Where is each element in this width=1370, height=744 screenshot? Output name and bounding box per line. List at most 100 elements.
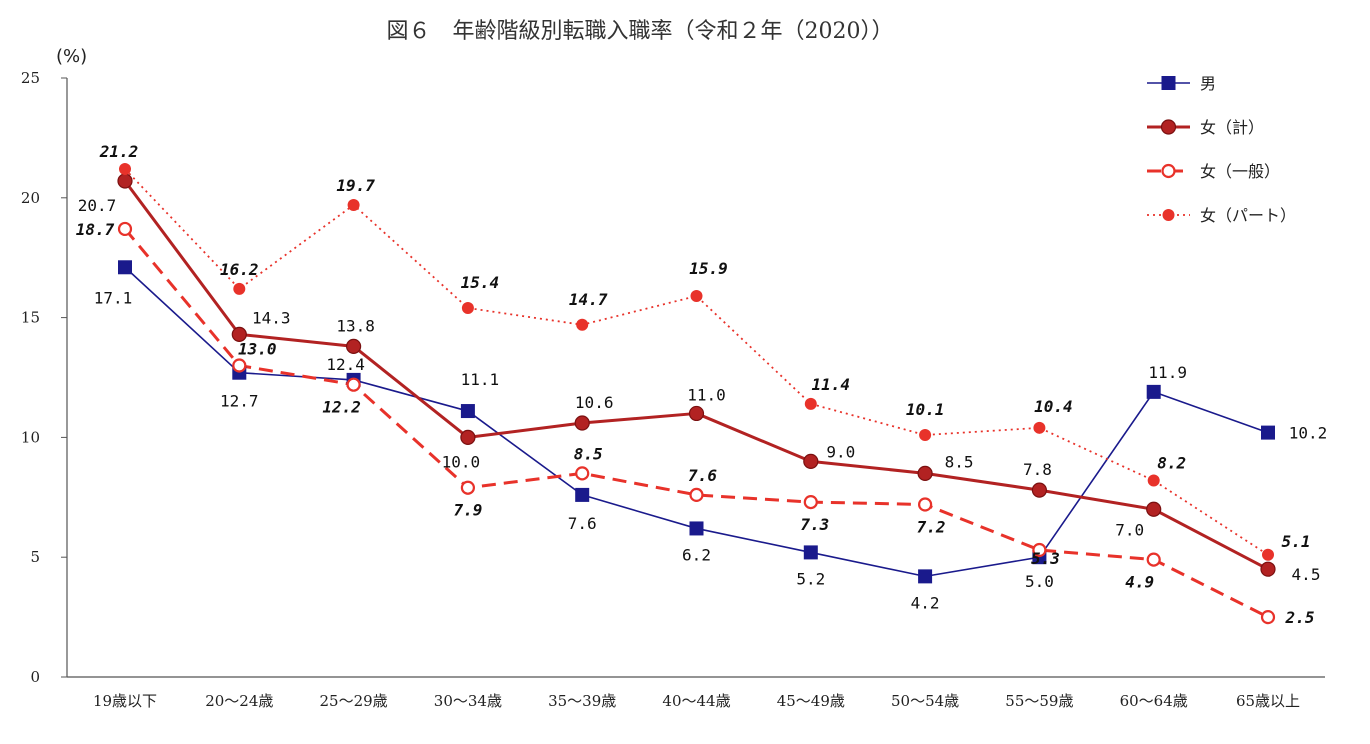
x-axis-ticks: 19歳以下 20～24歳 25～29歳 30～34歳 35～39歳 40～44歳 45～49…	[93, 692, 1300, 710]
x-tick-label: 45～49歳	[777, 692, 845, 710]
data-point-female-total	[917, 465, 933, 481]
data-label-female-part-time: 11.4	[812, 375, 851, 394]
y-axis-unit-label: (%)	[56, 46, 87, 67]
data-label-female-total: 7.8	[1023, 460, 1052, 479]
data-point-male	[118, 260, 132, 275]
axes	[66, 78, 1325, 678]
data-label-female-part-time: 15.9	[689, 259, 728, 278]
data-label-female-total: 9.0	[826, 442, 855, 461]
x-tick-label: 20～24歳	[205, 692, 273, 710]
y-axis-ticks: 0 5 10 15 20 25	[21, 69, 67, 686]
data-point-female-general	[917, 497, 933, 512]
data-label-male: 6.2	[682, 545, 711, 564]
legend-label: 女（計）	[1200, 118, 1264, 137]
legend-item-male: 男	[1147, 74, 1216, 93]
data-point-female-total	[1260, 561, 1276, 577]
data-label-female-part-time: 19.7	[336, 176, 375, 195]
legend-label: 女（パート）	[1200, 206, 1296, 225]
series-female-general	[123, 227, 1269, 619]
x-tick-label: 30～34歳	[434, 692, 502, 710]
data-label-female-part-time: 21.2	[99, 142, 139, 161]
data-point-male	[575, 487, 590, 502]
data-point-female-part-time	[804, 397, 817, 410]
legend-marker	[1161, 76, 1176, 90]
data-point-male	[803, 545, 818, 560]
data-point-female-total	[688, 405, 705, 422]
data-point-female-general	[232, 358, 247, 373]
data-point-female-general	[346, 377, 361, 392]
data-point-male	[1146, 384, 1161, 399]
data-label-female-general: 7.6	[688, 466, 717, 485]
data-label-female-general: 5.3	[1031, 549, 1060, 568]
y-tick-label: 20	[21, 189, 40, 207]
data-label-female-total: 8.5	[945, 452, 974, 471]
legend-marker	[1160, 119, 1177, 135]
legend-item-female-total: 女（計）	[1147, 118, 1264, 137]
data-label-female-part-time: 15.4	[461, 273, 500, 292]
data-label-female-total: 10.6	[575, 393, 614, 412]
data-label-male: 11.1	[461, 370, 500, 389]
data-point-female-part-time	[1262, 548, 1274, 561]
data-label-female-part-time: 10.1	[906, 400, 945, 419]
data-label-male: 10.2	[1289, 424, 1328, 443]
x-tick-label: 50～54歳	[891, 692, 959, 710]
data-point-female-total	[1031, 482, 1048, 498]
data-label-female-total: 20.7	[78, 196, 117, 215]
data-point-female-general	[689, 487, 704, 503]
series-female-total	[123, 180, 1269, 571]
data-label-female-part-time: 10.4	[1034, 397, 1073, 416]
data-label-female-general: 7.9	[453, 501, 482, 520]
series-layer	[117, 163, 1276, 625]
data-label-male: 4.2	[911, 593, 940, 612]
data-point-female-part-time	[690, 290, 703, 303]
legend-item-female-general: 女（一般）	[1147, 162, 1280, 181]
data-point-female-general	[460, 480, 475, 495]
data-point-female-general	[803, 494, 818, 510]
data-point-female-total	[117, 173, 133, 189]
x-tick-label: 40～44歳	[662, 692, 730, 710]
legend-label: 女（一般）	[1200, 162, 1280, 181]
data-point-male	[689, 521, 704, 536]
data-label-female-general: 2.5	[1285, 608, 1315, 627]
series-markers-female-part-time	[119, 163, 1274, 561]
data-point-male	[1261, 425, 1275, 440]
data-label-male: 12.4	[326, 355, 365, 374]
data-point-female-part-time	[233, 282, 246, 295]
series-line-female-total	[123, 180, 1269, 571]
data-label-male: 5.2	[796, 569, 825, 588]
data-label-female-total: 13.8	[336, 316, 375, 335]
x-tick-label: 55～59歳	[1005, 692, 1073, 710]
data-label-male: 11.9	[1148, 363, 1187, 382]
y-tick-label: 5	[30, 548, 40, 566]
data-label-female-total: 14.3	[252, 308, 291, 327]
data-point-female-total	[460, 429, 476, 445]
data-label-female-part-time: 5.1	[1282, 532, 1311, 551]
data-point-male	[460, 404, 475, 419]
x-tick-label: 19歳以下	[93, 692, 157, 710]
data-point-female-total	[574, 415, 590, 431]
data-label-female-general: 12.2	[322, 398, 361, 417]
data-point-female-general	[575, 466, 590, 481]
data-point-female-part-time	[1033, 421, 1046, 434]
data-label-female-general: 7.3	[800, 515, 829, 534]
data-label-female-general: 18.7	[76, 220, 115, 239]
data-point-male	[918, 569, 933, 584]
x-tick-label: 35～39歳	[548, 692, 616, 710]
data-point-female-part-time	[1147, 474, 1160, 487]
data-label-male: 17.1	[94, 288, 133, 307]
data-label-female-part-time: 16.2	[220, 260, 259, 279]
data-point-female-part-time	[347, 198, 360, 211]
legend-item-female-part-time: 女（パート）	[1147, 206, 1296, 225]
data-label-female-total: 11.0	[687, 385, 726, 404]
legend: 男女（計） 女（一般） 女（パート）	[1147, 74, 1296, 225]
y-tick-label: 10	[21, 428, 40, 446]
x-tick-label: 65歳以上	[1236, 692, 1300, 710]
data-labels-layer: 17.1 12.7 12.4 11.1 7.6 6.2 5.2 4.2 5.0 11.9 10.2 2…	[76, 142, 1328, 627]
data-point-female-general	[1146, 552, 1161, 567]
data-label-female-part-time: 14.7	[569, 290, 608, 309]
data-point-female-total	[803, 453, 819, 469]
data-label-female-total: 4.5	[1292, 565, 1321, 584]
data-label-female-total: 7.0	[1115, 520, 1144, 539]
data-label-female-general: 13.0	[238, 340, 277, 359]
